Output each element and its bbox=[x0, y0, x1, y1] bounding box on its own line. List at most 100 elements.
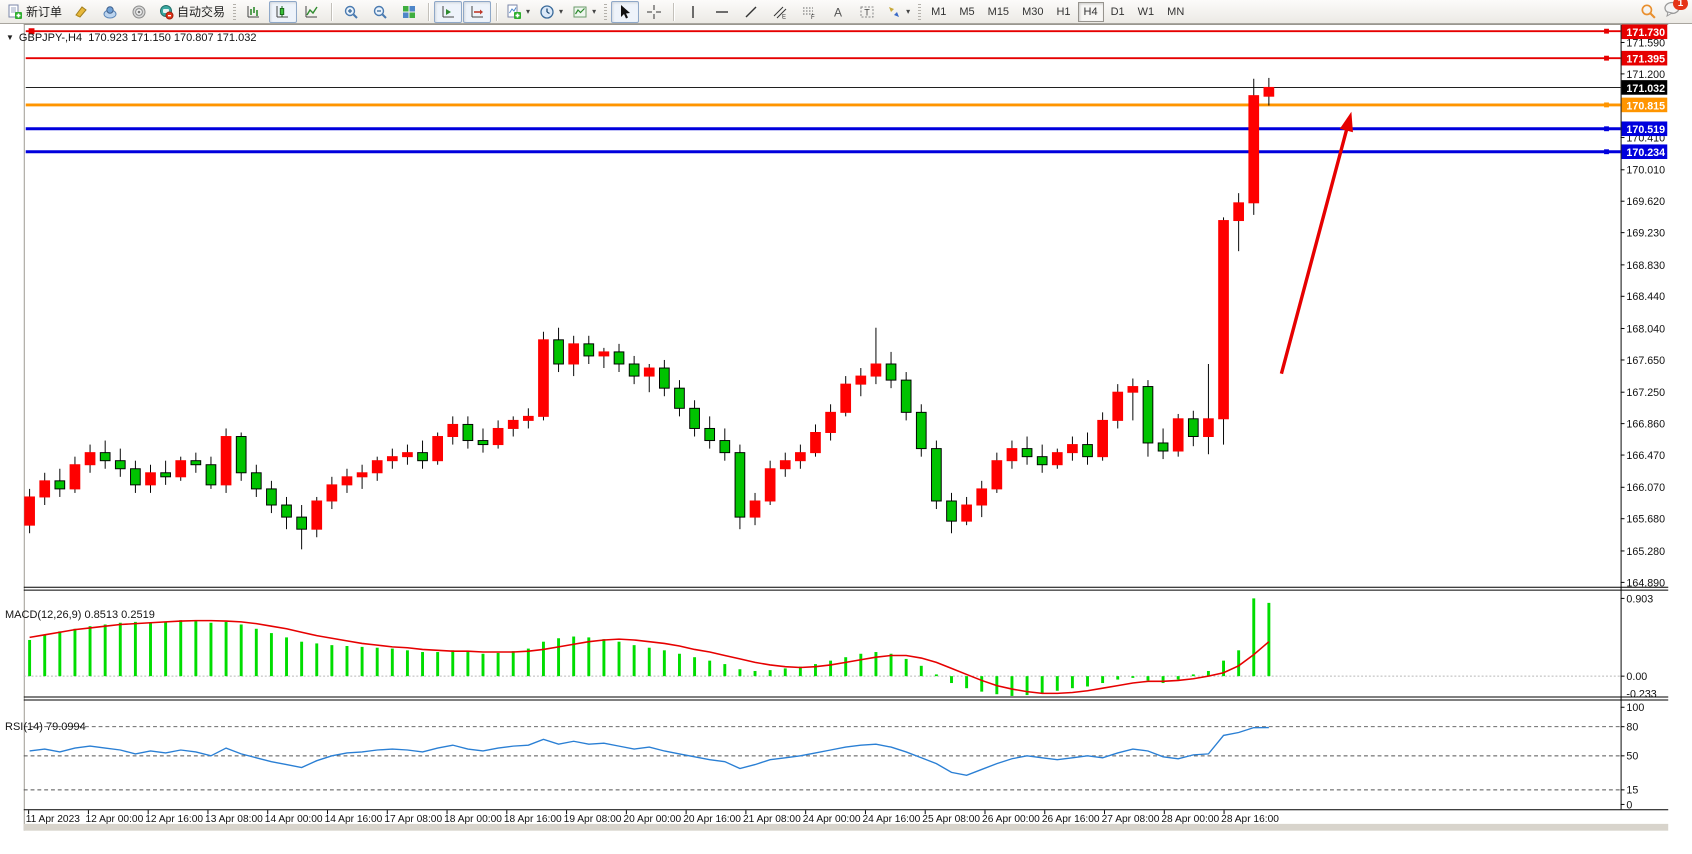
candle-body bbox=[1097, 419, 1108, 458]
text-icon: A bbox=[834, 5, 842, 19]
candle-body bbox=[1051, 452, 1063, 466]
rsi-axis-label: 0 bbox=[1626, 799, 1632, 811]
search-icon bbox=[1640, 4, 1656, 19]
time-axis-label: 28 Apr 16:00 bbox=[1221, 814, 1279, 825]
candle-body bbox=[779, 460, 791, 470]
toolbar-separator bbox=[331, 2, 333, 21]
toolbar-drag-handle[interactable] bbox=[233, 3, 237, 20]
price-tick-label: 170.010 bbox=[1626, 165, 1665, 177]
macd-axis-label: 0.00 bbox=[1626, 671, 1647, 683]
price-tick-label: 169.230 bbox=[1626, 228, 1665, 240]
price-badge-label: 170.234 bbox=[1626, 147, 1665, 159]
rsi-axis-label: 15 bbox=[1626, 785, 1638, 797]
chart-canvas[interactable]: 171.590171.200170.410170.010169.620169.2… bbox=[0, 24, 1692, 854]
price-badge-label: 170.519 bbox=[1626, 124, 1665, 136]
fibonacci-tool-button[interactable]: F bbox=[795, 1, 823, 23]
candle-body bbox=[628, 363, 640, 377]
candle-body bbox=[583, 343, 595, 357]
hline-handle[interactable] bbox=[1604, 28, 1609, 34]
hline-handle[interactable] bbox=[1604, 55, 1609, 61]
auto-scroll-button[interactable] bbox=[434, 0, 463, 23]
cursor-tool-button[interactable] bbox=[611, 0, 640, 23]
time-axis-label: 27 Apr 08:00 bbox=[1102, 814, 1160, 825]
tile-windows-button[interactable] bbox=[395, 1, 423, 23]
hline-handle[interactable] bbox=[1604, 126, 1609, 132]
candlestick-mode-button[interactable] bbox=[269, 0, 298, 23]
chart-shift-button[interactable] bbox=[463, 0, 492, 23]
autotrade-button[interactable]: 自动交易 bbox=[154, 1, 229, 23]
text-label-tool-button[interactable]: T bbox=[853, 1, 881, 23]
new-order-icon bbox=[8, 4, 22, 19]
chart-window[interactable]: 171.590 171.200 170.410 170.010 169.620 169.2… bbox=[0, 24, 1692, 854]
time-axis-label: 20 Apr 00:00 bbox=[623, 814, 681, 825]
toolbar-separator bbox=[496, 2, 498, 21]
zoom-out-button[interactable] bbox=[366, 1, 394, 23]
hline-tool-button[interactable] bbox=[708, 1, 736, 23]
chart-shift-icon bbox=[471, 5, 484, 17]
notifications-button[interactable]: 1 bbox=[1663, 0, 1688, 22]
chart-collapse-icon[interactable]: ▼ bbox=[6, 33, 14, 42]
timeframe-m5[interactable]: M5 bbox=[959, 5, 975, 18]
candle-body bbox=[795, 452, 806, 462]
candle-body bbox=[130, 468, 141, 486]
toolbar-drag-handle[interactable] bbox=[918, 3, 922, 20]
hline-handle[interactable] bbox=[1604, 149, 1609, 155]
zoom-in-button[interactable] bbox=[337, 1, 365, 23]
timeframe-w1[interactable]: W1 bbox=[1137, 5, 1155, 18]
hline-left-handle[interactable] bbox=[28, 28, 35, 35]
new-order-button[interactable]: 新订单 bbox=[3, 1, 66, 23]
time-axis-label: 18 Apr 16:00 bbox=[504, 814, 562, 825]
templates-button[interactable]: ▾ bbox=[568, 1, 600, 23]
bar-chart-mode-button[interactable] bbox=[240, 1, 268, 23]
crosshair-tool-button[interactable] bbox=[640, 1, 668, 23]
signal-icon bbox=[132, 5, 146, 18]
toolbar-drag-handle[interactable] bbox=[604, 3, 608, 20]
timeframe-h1[interactable]: H1 bbox=[1056, 5, 1071, 18]
candle-body bbox=[659, 367, 670, 389]
toolbar-separator bbox=[428, 2, 430, 21]
candle-body bbox=[386, 456, 398, 462]
autotrade-icon bbox=[160, 4, 174, 19]
timeframe-m30[interactable]: M30 bbox=[1022, 5, 1044, 18]
timeframe-d1[interactable]: D1 bbox=[1110, 5, 1125, 18]
candle-body bbox=[1263, 86, 1275, 97]
candle-body bbox=[54, 480, 66, 490]
window-bottom-strip bbox=[23, 823, 1669, 831]
vline-tool-button[interactable] bbox=[679, 1, 707, 23]
candle-body bbox=[900, 379, 912, 413]
profile-button[interactable] bbox=[96, 1, 124, 23]
trend-arrow-line[interactable] bbox=[1279, 124, 1350, 375]
chart-ohlc-values: 170.923 171.150 170.807 171.032 bbox=[88, 32, 257, 44]
trendline-icon bbox=[745, 6, 757, 17]
candle-body bbox=[810, 432, 821, 454]
svg-text:T: T bbox=[864, 7, 870, 17]
signal-button[interactable] bbox=[125, 1, 153, 23]
candle-body bbox=[190, 460, 202, 466]
periods-button[interactable]: ▾ bbox=[535, 1, 567, 23]
styler-button[interactable] bbox=[67, 1, 95, 23]
trendline-tool-button[interactable] bbox=[737, 1, 765, 23]
tile-windows-icon bbox=[403, 5, 416, 18]
search-button[interactable] bbox=[1634, 1, 1662, 23]
candle-body bbox=[341, 476, 353, 486]
line-chart-mode-button[interactable] bbox=[298, 1, 326, 23]
arrow-objects-button[interactable]: ▾ bbox=[882, 1, 914, 23]
candle-body bbox=[840, 383, 852, 413]
candle-body bbox=[447, 423, 459, 438]
indicators-button[interactable]: ▾ bbox=[502, 1, 534, 23]
hline-handle[interactable] bbox=[1604, 102, 1609, 108]
toolbar-separator bbox=[673, 2, 675, 21]
timeframe-m1[interactable]: M1 bbox=[931, 5, 947, 18]
chart-symbol-period: GBPJPY-,H4 bbox=[18, 32, 83, 44]
timeframe-m15[interactable]: M15 bbox=[987, 5, 1010, 18]
candle-body bbox=[507, 419, 519, 429]
text-tool-button[interactable]: A bbox=[824, 1, 852, 23]
trend-arrow-head[interactable] bbox=[1339, 111, 1353, 133]
price-badge-label: 171.395 bbox=[1626, 54, 1665, 66]
text-label-icon: T bbox=[860, 6, 874, 17]
rsi-axis-label: 80 bbox=[1626, 722, 1638, 734]
time-axis-label: 18 Apr 00:00 bbox=[444, 814, 502, 825]
timeframe-h4[interactable]: H4 bbox=[1077, 1, 1104, 22]
channel-tool-button[interactable]: E bbox=[766, 1, 794, 23]
timeframe-mn[interactable]: MN bbox=[1167, 5, 1185, 18]
